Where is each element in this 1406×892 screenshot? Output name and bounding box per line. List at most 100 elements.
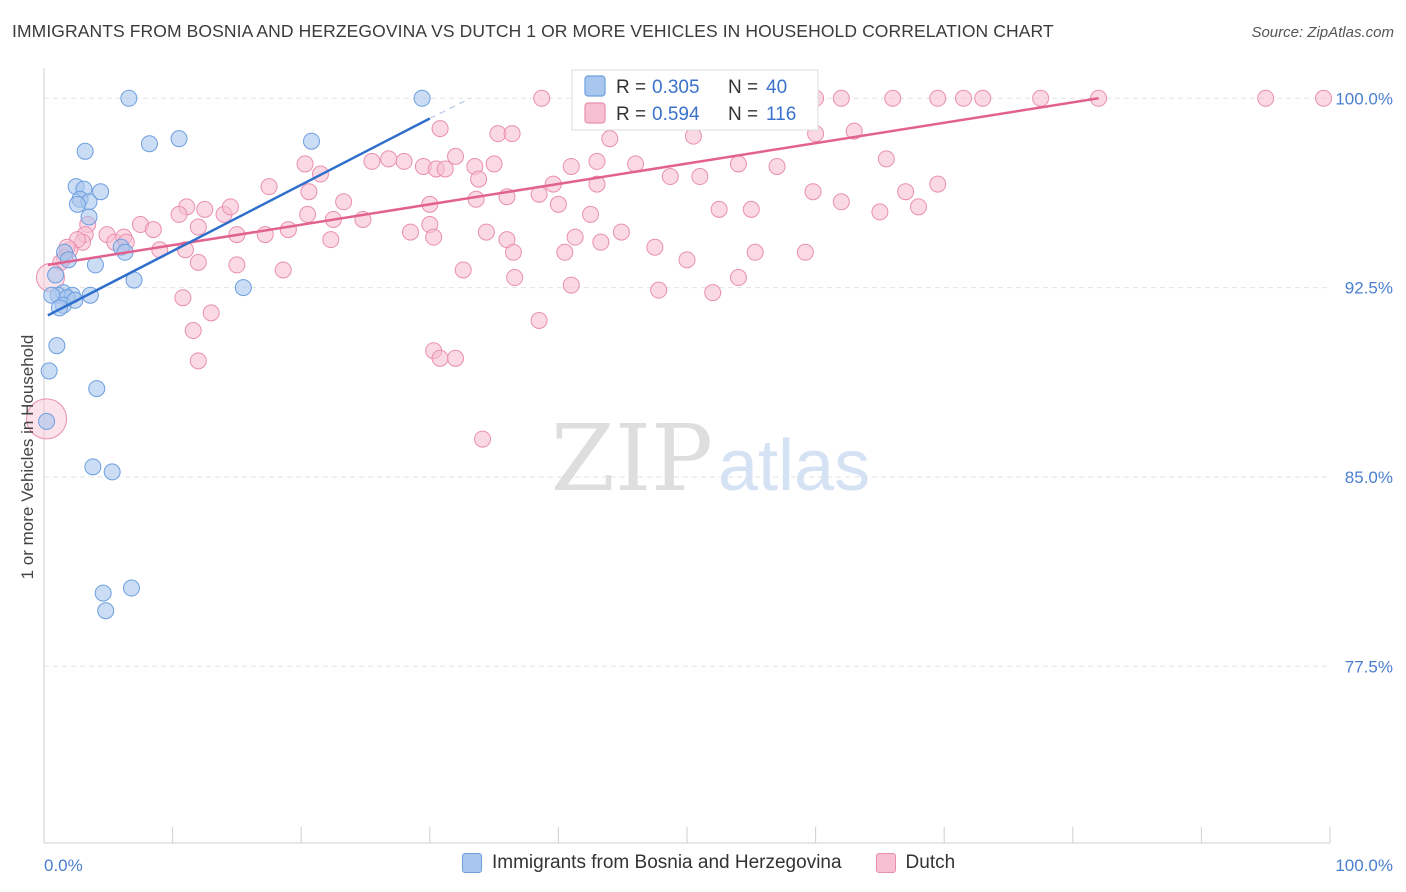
- point-dutch-44[interactable]: [588, 175, 606, 193]
- point-dutch-115[interactable]: [704, 284, 722, 302]
- point-dutch-8[interactable]: [884, 89, 902, 107]
- point-dutch-46[interactable]: [691, 168, 709, 186]
- point-dutch-68[interactable]: [299, 205, 317, 223]
- point-dutch-14[interactable]: [1257, 89, 1275, 107]
- point-dutch-0[interactable]: [533, 89, 551, 107]
- point-dutch-38[interactable]: [363, 152, 381, 170]
- point-dutch-111[interactable]: [506, 269, 524, 287]
- point-dutch-85[interactable]: [425, 228, 443, 246]
- point-dutch-76[interactable]: [170, 205, 188, 223]
- point-dutch-32[interactable]: [627, 155, 645, 173]
- point-dutch-51[interactable]: [300, 183, 318, 201]
- point-dutch-36[interactable]: [296, 155, 314, 173]
- point-dutch-78[interactable]: [144, 221, 162, 239]
- point-dutch-7[interactable]: [832, 89, 850, 107]
- point-dutch-87[interactable]: [556, 243, 574, 261]
- point-dutch-66[interactable]: [196, 200, 214, 218]
- point-dutch-31[interactable]: [588, 152, 606, 170]
- point-bosnia-34[interactable]: [84, 458, 102, 476]
- point-bosnia-3[interactable]: [170, 130, 188, 148]
- point-dutch-61[interactable]: [832, 193, 850, 211]
- point-dutch-86[interactable]: [504, 243, 522, 261]
- point-dutch-47[interactable]: [804, 183, 822, 201]
- point-bosnia-11[interactable]: [68, 195, 86, 213]
- point-dutch-29[interactable]: [485, 155, 503, 173]
- point-bosnia-4[interactable]: [302, 132, 320, 150]
- point-bosnia-12[interactable]: [80, 208, 98, 226]
- point-dutch-84[interactable]: [402, 223, 420, 241]
- point-dutch-92[interactable]: [796, 243, 814, 261]
- point-dutch-58[interactable]: [582, 205, 600, 223]
- point-dutch-24[interactable]: [845, 122, 863, 140]
- point-dutch-12[interactable]: [1032, 89, 1050, 107]
- point-dutch-112[interactable]: [562, 276, 580, 294]
- point-dutch-113[interactable]: [729, 269, 747, 287]
- point-dutch-21[interactable]: [601, 130, 619, 148]
- point-dutch-27[interactable]: [447, 147, 465, 165]
- point-dutch-59[interactable]: [710, 200, 728, 218]
- point-dutch-63[interactable]: [909, 198, 927, 216]
- point-dutch-118[interactable]: [530, 311, 548, 329]
- point-dutch-108[interactable]: [228, 256, 246, 274]
- point-dutch-54[interactable]: [467, 190, 485, 208]
- point-dutch-11[interactable]: [974, 89, 992, 107]
- point-dutch-117[interactable]: [202, 304, 220, 322]
- point-dutch-20[interactable]: [503, 125, 521, 143]
- point-bosnia-29[interactable]: [234, 279, 252, 297]
- point-dutch-19[interactable]: [489, 125, 507, 143]
- point-dutch-48[interactable]: [897, 183, 915, 201]
- point-dutch-41[interactable]: [436, 160, 454, 178]
- point-bosnia-31[interactable]: [40, 362, 58, 380]
- point-dutch-107[interactable]: [189, 253, 207, 271]
- point-bosnia-37[interactable]: [122, 579, 140, 597]
- point-dutch-82[interactable]: [279, 221, 297, 239]
- point-dutch-72[interactable]: [477, 223, 495, 241]
- point-dutch-122[interactable]: [447, 349, 465, 367]
- point-dutch-121[interactable]: [431, 349, 449, 367]
- point-dutch-9[interactable]: [929, 89, 947, 107]
- point-dutch-18[interactable]: [431, 120, 449, 138]
- point-dutch-30[interactable]: [562, 157, 580, 175]
- point-dutch-109[interactable]: [274, 261, 292, 279]
- point-dutch-52[interactable]: [335, 193, 353, 211]
- point-dutch-67[interactable]: [221, 198, 239, 216]
- point-bosnia-30[interactable]: [48, 337, 66, 355]
- point-dutch-123[interactable]: [189, 352, 207, 370]
- point-bosnia-32[interactable]: [88, 380, 106, 398]
- point-bosnia-38[interactable]: [97, 602, 115, 620]
- legend-item-dutch[interactable]: Dutch: [875, 852, 955, 874]
- point-dutch-74[interactable]: [566, 228, 584, 246]
- point-dutch-50[interactable]: [260, 178, 278, 196]
- point-dutch-89[interactable]: [646, 238, 664, 256]
- point-dutch-34[interactable]: [768, 157, 786, 175]
- point-bosnia-5[interactable]: [76, 142, 94, 160]
- point-dutch-91[interactable]: [746, 243, 764, 261]
- point-dutch-110[interactable]: [454, 261, 472, 279]
- point-dutch-22[interactable]: [684, 127, 702, 145]
- legend-item-bosnia[interactable]: Immigrants from Bosnia and Herzegovina: [462, 852, 842, 874]
- point-dutch-45[interactable]: [661, 168, 679, 186]
- point-dutch-25[interactable]: [395, 152, 413, 170]
- point-dutch-39[interactable]: [380, 150, 398, 168]
- point-dutch-114[interactable]: [650, 281, 668, 299]
- point-bosnia-35[interactable]: [103, 463, 121, 481]
- point-bosnia-0[interactable]: [120, 89, 138, 107]
- point-bosnia-2[interactable]: [140, 135, 158, 153]
- point-dutch-119[interactable]: [184, 322, 202, 340]
- point-bosnia-1[interactable]: [413, 89, 431, 107]
- point-dutch-15[interactable]: [1315, 89, 1333, 107]
- point-dutch-124[interactable]: [474, 430, 492, 448]
- point-dutch-90[interactable]: [678, 251, 696, 269]
- point-dutch-116[interactable]: [174, 289, 192, 307]
- point-dutch-57[interactable]: [549, 195, 567, 213]
- point-dutch-10[interactable]: [954, 89, 972, 107]
- point-bosnia-21[interactable]: [43, 286, 61, 304]
- point-bosnia-36[interactable]: [94, 584, 112, 602]
- point-dutch-62[interactable]: [871, 203, 889, 221]
- point-dutch-83[interactable]: [322, 231, 340, 249]
- point-bosnia-33[interactable]: [38, 412, 56, 430]
- point-dutch-75[interactable]: [612, 223, 630, 241]
- point-bosnia-8[interactable]: [92, 183, 110, 201]
- point-bosnia-26[interactable]: [47, 266, 65, 284]
- point-dutch-42[interactable]: [470, 170, 488, 188]
